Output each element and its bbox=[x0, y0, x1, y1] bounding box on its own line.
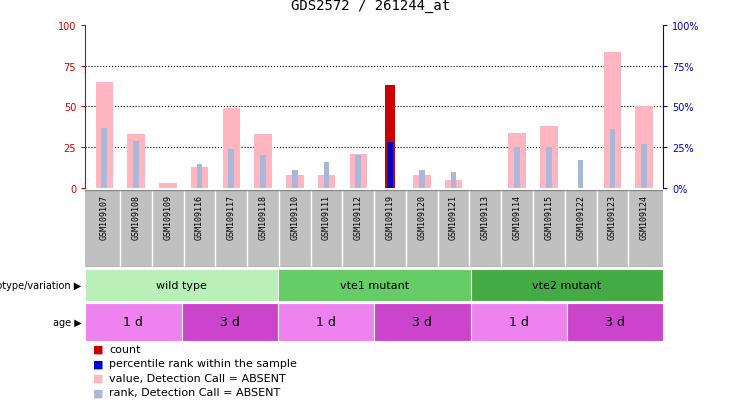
Bar bbox=[356, 156, 361, 189]
Text: ■: ■ bbox=[93, 344, 103, 354]
Bar bbox=[228, 150, 234, 189]
Text: vte2 mutant: vte2 mutant bbox=[532, 280, 602, 290]
Bar bbox=[191, 168, 208, 189]
Bar bbox=[567, 304, 663, 341]
Text: GSM109119: GSM109119 bbox=[385, 195, 395, 240]
Text: wild type: wild type bbox=[156, 280, 207, 290]
Bar bbox=[508, 133, 526, 189]
Bar bbox=[102, 128, 107, 189]
Bar bbox=[451, 172, 456, 189]
Text: value, Detection Call = ABSENT: value, Detection Call = ABSENT bbox=[109, 373, 286, 383]
Bar bbox=[540, 127, 557, 189]
Bar bbox=[350, 154, 367, 189]
Bar bbox=[641, 145, 647, 189]
Bar bbox=[260, 156, 266, 189]
Text: 3 d: 3 d bbox=[220, 316, 239, 329]
Bar bbox=[471, 269, 663, 301]
Text: GSM109123: GSM109123 bbox=[608, 195, 617, 240]
Bar bbox=[374, 304, 471, 341]
Text: ■: ■ bbox=[93, 358, 103, 368]
Bar bbox=[318, 176, 335, 189]
Text: 3 d: 3 d bbox=[605, 316, 625, 329]
Bar bbox=[254, 135, 272, 189]
Text: GSM109107: GSM109107 bbox=[100, 195, 109, 240]
Bar bbox=[636, 107, 653, 189]
Text: GSM109113: GSM109113 bbox=[481, 195, 490, 240]
Bar bbox=[385, 86, 395, 189]
Text: GSM109112: GSM109112 bbox=[353, 195, 363, 240]
Bar bbox=[388, 143, 393, 189]
Text: rank, Detection Call = ABSENT: rank, Detection Call = ABSENT bbox=[109, 387, 280, 397]
Text: GSM109109: GSM109109 bbox=[163, 195, 173, 240]
Bar bbox=[292, 171, 298, 189]
Text: GDS2572 / 261244_at: GDS2572 / 261244_at bbox=[291, 0, 450, 13]
Bar bbox=[133, 141, 139, 189]
Bar bbox=[578, 161, 583, 189]
Bar bbox=[324, 163, 330, 189]
Bar bbox=[514, 148, 520, 189]
Bar bbox=[286, 176, 304, 189]
Text: GSM109114: GSM109114 bbox=[513, 195, 522, 240]
Bar bbox=[413, 176, 431, 189]
Bar bbox=[278, 304, 374, 341]
Bar bbox=[85, 304, 182, 341]
Text: GSM109116: GSM109116 bbox=[195, 195, 204, 240]
Bar bbox=[471, 304, 567, 341]
Bar bbox=[419, 171, 425, 189]
Bar bbox=[445, 180, 462, 189]
Text: GSM109121: GSM109121 bbox=[449, 195, 458, 240]
Text: 1 d: 1 d bbox=[124, 316, 143, 329]
Bar bbox=[604, 53, 621, 189]
Bar bbox=[85, 269, 278, 301]
Text: GSM109108: GSM109108 bbox=[131, 195, 141, 240]
Bar bbox=[182, 304, 278, 341]
Text: percentile rank within the sample: percentile rank within the sample bbox=[109, 358, 297, 368]
Text: GSM109115: GSM109115 bbox=[545, 195, 554, 240]
Bar bbox=[222, 109, 240, 189]
Text: age ▶: age ▶ bbox=[53, 317, 82, 327]
Text: vte1 mutant: vte1 mutant bbox=[339, 280, 409, 290]
Bar bbox=[159, 184, 176, 189]
Bar bbox=[127, 135, 144, 189]
Text: GSM109110: GSM109110 bbox=[290, 195, 299, 240]
Text: GSM109122: GSM109122 bbox=[576, 195, 585, 240]
Text: 1 d: 1 d bbox=[316, 316, 336, 329]
Text: GSM109124: GSM109124 bbox=[639, 195, 648, 240]
Text: 3 d: 3 d bbox=[413, 316, 432, 329]
Bar bbox=[278, 269, 471, 301]
Bar bbox=[546, 148, 552, 189]
Text: count: count bbox=[109, 344, 141, 354]
Text: GSM109117: GSM109117 bbox=[227, 195, 236, 240]
Text: GSM109120: GSM109120 bbox=[417, 195, 426, 240]
Bar bbox=[610, 130, 615, 189]
Text: ■: ■ bbox=[93, 373, 103, 383]
Text: GSM109118: GSM109118 bbox=[259, 195, 268, 240]
Bar bbox=[196, 164, 202, 189]
Text: GSM109111: GSM109111 bbox=[322, 195, 331, 240]
Text: ■: ■ bbox=[93, 387, 103, 397]
Text: 1 d: 1 d bbox=[509, 316, 528, 329]
Bar bbox=[96, 83, 113, 189]
Text: genotype/variation ▶: genotype/variation ▶ bbox=[0, 280, 82, 290]
